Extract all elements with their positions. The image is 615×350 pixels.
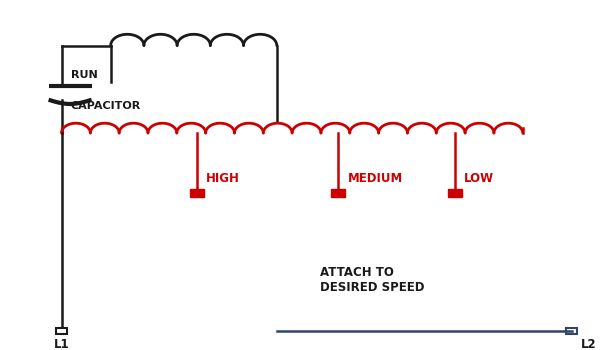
Text: L2: L2	[581, 338, 597, 350]
Text: HIGH: HIGH	[206, 172, 240, 185]
Bar	[190, 189, 204, 197]
Text: ATTACH TO: ATTACH TO	[320, 266, 394, 280]
Bar	[56, 328, 67, 334]
Bar	[331, 189, 345, 197]
Bar	[448, 189, 462, 197]
Text: LOW: LOW	[464, 172, 494, 185]
Bar	[566, 328, 577, 334]
Text: CAPACITOR: CAPACITOR	[71, 102, 141, 112]
Text: RUN: RUN	[71, 70, 97, 80]
Text: DESIRED SPEED: DESIRED SPEED	[320, 281, 424, 294]
Text: MEDIUM: MEDIUM	[347, 172, 403, 185]
Text: L1: L1	[54, 338, 69, 350]
